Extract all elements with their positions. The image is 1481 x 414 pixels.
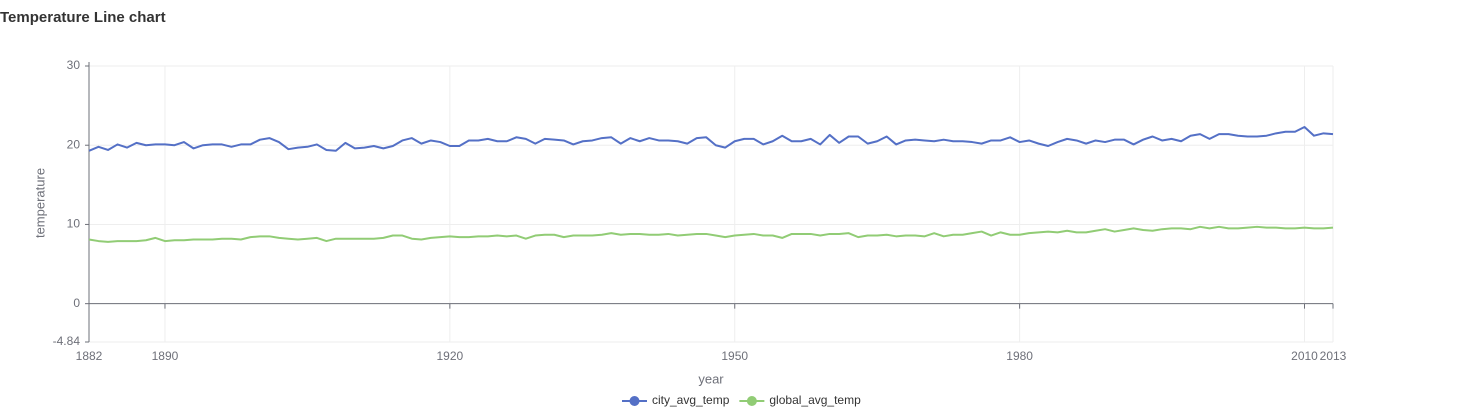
x-axis-label: year bbox=[698, 371, 724, 386]
x-tick-label: 1980 bbox=[1006, 349, 1033, 363]
y-axis-label: temperature bbox=[32, 168, 47, 238]
x-tick-label: 1950 bbox=[721, 349, 748, 363]
legend-text: city_avg_temp bbox=[652, 393, 730, 407]
y-tick-label: 10 bbox=[67, 217, 81, 231]
chart-title: Temperature Line chart bbox=[0, 9, 166, 26]
legend-marker bbox=[629, 396, 640, 406]
x-tick-label: 1920 bbox=[437, 349, 464, 363]
y-tick-label: 20 bbox=[67, 137, 81, 151]
series-line bbox=[88, 125, 1334, 152]
legend-text: global_avg_temp bbox=[769, 393, 861, 407]
y-tick-label: -4.84 bbox=[53, 334, 81, 348]
series-line bbox=[88, 225, 1334, 243]
y-tick-label: 30 bbox=[67, 58, 81, 72]
legend-marker bbox=[746, 396, 757, 406]
x-tick-label: 1890 bbox=[152, 349, 179, 363]
x-tick-label: 1882 bbox=[76, 349, 103, 363]
x-tick-label: 2010 bbox=[1291, 349, 1318, 363]
y-tick-label: 0 bbox=[73, 296, 80, 310]
x-tick-label: 2013 bbox=[1320, 349, 1347, 363]
